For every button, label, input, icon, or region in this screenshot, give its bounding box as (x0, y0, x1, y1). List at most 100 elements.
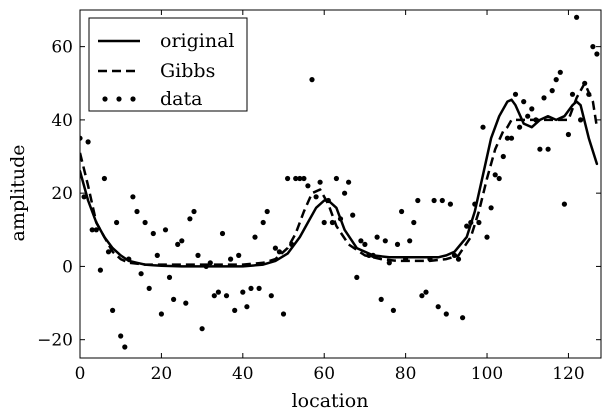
data-point (435, 304, 441, 310)
data-point (354, 274, 360, 280)
y-tick-label: 20 (51, 184, 73, 204)
data-point (561, 201, 568, 207)
x-tick-label: 0 (75, 364, 86, 384)
data-point (329, 219, 335, 226)
data-point (346, 179, 352, 185)
y-tick-label: 60 (51, 38, 73, 58)
y-axis-label: amplitude (7, 145, 29, 242)
data-point (574, 14, 580, 20)
x-tick-label: 100 (471, 364, 503, 384)
data-point (118, 333, 124, 339)
legend-swatch-data-dot (130, 96, 136, 102)
data-point (162, 227, 169, 233)
data-point (81, 194, 87, 200)
data-point (297, 175, 303, 182)
data-point (350, 212, 356, 218)
plot-area (80, 14, 600, 350)
data-point (521, 99, 527, 105)
data-point (199, 326, 205, 332)
data-point (549, 88, 555, 94)
data-point (403, 256, 409, 262)
x-tick-label: 120 (552, 364, 584, 384)
data-point (399, 208, 405, 215)
data-point (427, 256, 433, 262)
data-point (80, 135, 83, 141)
data-point (358, 238, 364, 244)
data-point (594, 51, 600, 57)
data-point (476, 219, 482, 226)
data-point (582, 80, 588, 86)
data-point (276, 249, 282, 255)
x-tick-label: 20 (151, 364, 173, 384)
data-point (468, 219, 474, 226)
data-point (533, 117, 539, 123)
data-point (166, 274, 173, 280)
data-point (142, 219, 148, 226)
data-point (223, 293, 230, 299)
data-point (280, 311, 287, 317)
x-tick-label: 40 (232, 364, 254, 384)
data-point (93, 227, 99, 233)
data-point (305, 183, 311, 189)
data-point (374, 234, 380, 240)
data-point (146, 285, 152, 291)
data-point (443, 311, 449, 317)
data-point (419, 293, 425, 299)
data-point (460, 315, 466, 321)
data-point (537, 146, 543, 152)
data-point (455, 256, 462, 262)
data-point (541, 95, 547, 101)
data-point (105, 249, 112, 255)
data-point (114, 219, 120, 226)
data-point (378, 296, 384, 302)
data-point (472, 201, 478, 207)
data-point (195, 252, 201, 258)
data-point (207, 260, 213, 266)
data-point (431, 197, 437, 204)
data-point (150, 230, 156, 237)
data-point (342, 190, 348, 196)
data-point (134, 208, 140, 215)
data-point (394, 241, 401, 247)
data-point (289, 241, 295, 247)
data-point (366, 252, 372, 258)
data-point (97, 267, 103, 273)
data-point (504, 135, 510, 141)
data-point (492, 172, 498, 178)
legend-label-gibbs: Gibbs (160, 60, 215, 82)
data-point (219, 230, 226, 237)
data-point (228, 256, 234, 262)
data-point (256, 285, 262, 291)
data-point (464, 223, 470, 229)
data-point (525, 113, 531, 119)
data-point (236, 252, 242, 258)
data-point (488, 205, 494, 211)
legend-swatch-data-dot (102, 96, 108, 102)
data-point (370, 252, 376, 258)
data-point (496, 175, 502, 182)
data-point (529, 106, 535, 112)
data-point (569, 91, 576, 97)
legend-label-original: original (160, 30, 234, 52)
data-point (565, 131, 572, 138)
x-tick-label: 80 (395, 364, 417, 384)
data-point (183, 300, 189, 306)
legend: original Gibbs data (88, 17, 248, 112)
data-point (285, 175, 291, 182)
data-point (187, 216, 193, 222)
data-point (390, 307, 396, 313)
y-tick-label: 40 (51, 111, 73, 131)
data-point (423, 289, 429, 295)
data-point (158, 311, 164, 317)
data-point (138, 271, 144, 277)
data-point (264, 208, 270, 215)
data-point (309, 77, 315, 83)
data-point (154, 252, 160, 258)
data-point (321, 219, 327, 226)
data-point (557, 69, 563, 75)
data-point (484, 234, 490, 240)
data-point (110, 307, 116, 313)
data-point (317, 179, 323, 185)
